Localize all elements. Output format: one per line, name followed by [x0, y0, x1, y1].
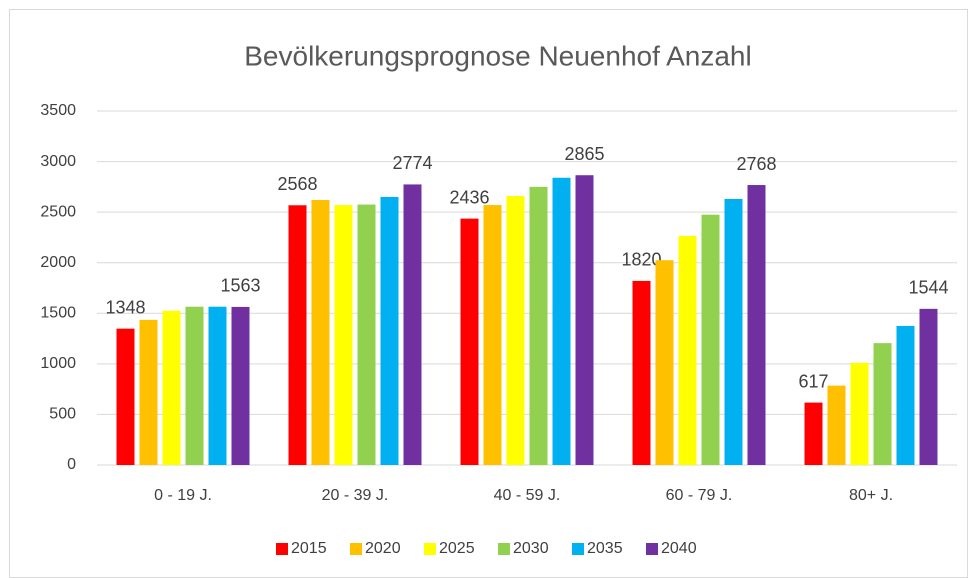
legend-label: 2030	[513, 540, 549, 557]
bar	[357, 204, 376, 466]
legend-label: 2035	[587, 540, 623, 557]
bar	[873, 343, 892, 465]
y-tick-label: 1000	[40, 355, 76, 372]
data-label: 1544	[908, 278, 948, 298]
legend-label: 2025	[439, 540, 475, 557]
bar	[506, 195, 525, 465]
y-tick-label: 1500	[40, 305, 76, 322]
bar	[552, 177, 571, 466]
y-tick-label: 0	[67, 456, 76, 473]
bar	[116, 328, 135, 465]
bar	[288, 205, 307, 465]
x-tick-label: 60 - 79 J.	[666, 487, 733, 504]
legend-label: 2015	[291, 540, 327, 557]
x-tick-label: 40 - 59 J.	[494, 487, 561, 504]
bar	[208, 306, 227, 465]
bar	[632, 280, 651, 465]
bar	[827, 385, 846, 465]
data-label: 1348	[105, 297, 145, 317]
legend-swatch	[498, 543, 510, 555]
bar	[483, 205, 502, 465]
data-label: 2568	[277, 174, 317, 194]
legend-swatch	[572, 543, 584, 555]
bar	[678, 235, 697, 465]
y-tick-label: 2000	[40, 254, 76, 271]
data-label: 2774	[392, 153, 432, 173]
bar	[311, 200, 330, 465]
legend-swatch	[646, 543, 658, 555]
data-label: 617	[798, 371, 828, 391]
bar	[896, 325, 915, 465]
bar	[380, 196, 399, 465]
bar	[724, 198, 743, 465]
legend-label: 2020	[365, 540, 401, 557]
legend-swatch	[350, 543, 362, 555]
data-label: 1820	[621, 250, 661, 270]
legend-swatch	[276, 543, 288, 555]
y-tick-label: 3000	[40, 153, 76, 170]
data-label: 2865	[564, 144, 604, 164]
bar	[747, 185, 766, 466]
y-tick-label: 2500	[40, 203, 76, 220]
bar	[575, 175, 594, 465]
bar	[403, 184, 422, 465]
bar	[162, 310, 181, 465]
bar	[701, 214, 720, 465]
legend-swatch	[424, 543, 436, 555]
bar	[529, 186, 548, 465]
bar	[139, 319, 158, 465]
bar	[919, 308, 938, 465]
bar	[655, 260, 674, 465]
bar	[231, 306, 250, 465]
data-label: 2768	[736, 154, 776, 174]
bar	[460, 218, 479, 465]
data-label: 1563	[220, 276, 260, 296]
bar	[804, 402, 823, 465]
y-tick-label: 3500	[40, 102, 76, 119]
bar	[850, 362, 869, 465]
x-tick-label: 20 - 39 J.	[322, 487, 389, 504]
data-label: 2436	[449, 187, 489, 207]
bar	[185, 306, 204, 465]
x-tick-label: 80+ J.	[849, 487, 893, 504]
bar	[334, 205, 353, 465]
x-tick-label: 0 - 19 J.	[154, 487, 212, 504]
legend-label: 2040	[661, 540, 697, 557]
chart-title: Bevölkerungsprognose Neuenhof Anzahl	[244, 40, 751, 71]
y-tick-label: 500	[49, 406, 76, 423]
